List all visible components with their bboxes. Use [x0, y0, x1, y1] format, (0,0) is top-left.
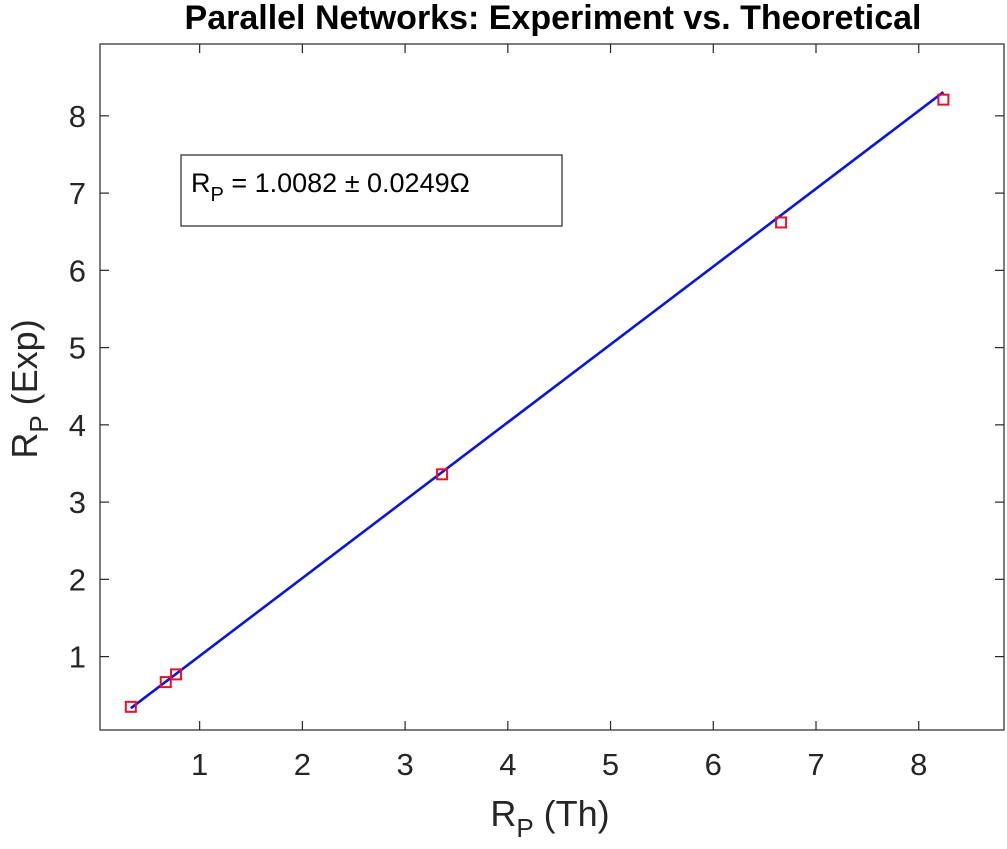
fit-line [130, 91, 945, 710]
y-axis-label-symbol: R [4, 433, 45, 459]
fit-annotation-symbol: R [191, 168, 211, 198]
x-axis-label-text: (Th) [534, 793, 610, 834]
x-tick-label: 3 [396, 747, 413, 782]
data-point-marker [159, 676, 172, 689]
x-axis-label-subscript: P [516, 813, 533, 843]
x-tick-label: 7 [807, 747, 824, 782]
fit-annotation-subscript: P [211, 184, 224, 206]
fit-annotation-value: = 1.0082 ± 0.0249Ω [224, 168, 470, 198]
data-point-marker [775, 216, 788, 229]
y-axis-label-text: (Exp) [4, 319, 45, 415]
x-axis-ticks: 1 2 3 4 5 6 7 8 [191, 44, 927, 782]
y-tick-label: 7 [69, 176, 86, 211]
legend-box-border [180, 154, 563, 227]
y-tick-label: 4 [69, 408, 86, 443]
x-tick-label: 2 [294, 747, 311, 782]
series-layer [124, 91, 950, 713]
y-tick-label: 5 [69, 331, 86, 366]
y-tick-label: 6 [69, 253, 86, 288]
y-tick-label: 1 [69, 640, 86, 675]
x-tick-label: 5 [602, 747, 619, 782]
y-tick-label: 2 [69, 562, 86, 597]
data-point-marker [170, 668, 183, 681]
data-point-marker [124, 700, 137, 713]
y-axis-label: RP (Exp) [4, 319, 54, 458]
x-axis-label-symbol: R [490, 793, 516, 834]
data-point-marker [436, 468, 449, 481]
legend-box: RP = 1.0082 ± 0.0249Ω [180, 154, 563, 227]
chart-title: Parallel Networks: Experiment vs. Theore… [185, 0, 922, 37]
x-tick-label: 1 [191, 747, 208, 782]
x-tick-label: 8 [910, 747, 927, 782]
y-tick-label: 8 [69, 99, 86, 134]
x-tick-label: 4 [499, 747, 516, 782]
fit-annotation: RP = 1.0082 ± 0.0249Ω [191, 168, 470, 206]
y-tick-label: 3 [69, 485, 86, 520]
x-tick-label: 6 [705, 747, 722, 782]
data-point-marker [937, 93, 950, 106]
x-axis-label: RP (Th) [490, 793, 609, 843]
y-axis-label-subscript: P [24, 415, 54, 432]
y-axis-ticks: 1 2 3 4 5 6 7 8 [69, 99, 1004, 675]
